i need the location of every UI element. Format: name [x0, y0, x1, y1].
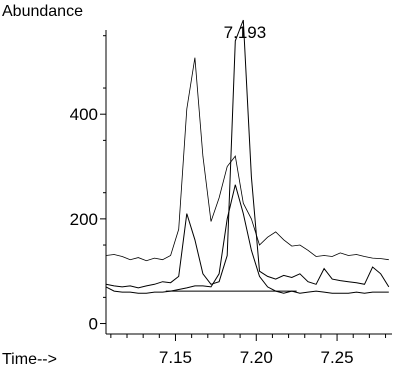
y-ticks: 0 200 400: [70, 35, 106, 334]
peak-label: 7.193: [224, 23, 267, 42]
series-layer: [105, 19, 390, 294]
y-tick-label: 200: [70, 210, 98, 229]
y-axis-label: Abundance: [2, 3, 83, 20]
y-tick-label: 0: [89, 315, 98, 334]
x-axis-label: Time-->: [2, 351, 57, 368]
series-line-3: [105, 184, 389, 294]
x-tick-label: 7.25: [321, 348, 354, 367]
x-tick-label: 7.15: [159, 348, 192, 367]
series-line-1: [105, 57, 389, 262]
x-ticks: 7.15 7.20 7.25: [110, 334, 387, 367]
series-line-2: [105, 19, 390, 289]
y-tick-label: 400: [70, 105, 98, 124]
x-tick-label: 7.20: [240, 348, 273, 367]
